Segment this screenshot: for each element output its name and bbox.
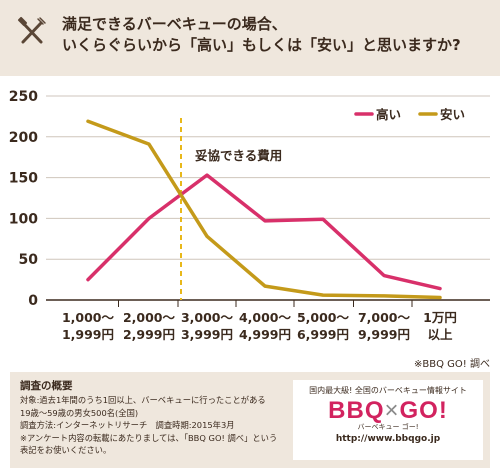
survey-lines: 対象:過去1年間のうち1回以上、バーベキューに行ったことがある 19歳〜59歳の… (20, 394, 285, 457)
x-tick-label: 1,999円 (62, 327, 114, 342)
promo-tagline: 国内最大級! 全国のバーベキュー情報サイト (309, 386, 467, 395)
title-line-1: 満足できるバーベキューの場合、 (62, 15, 287, 33)
y-tick-label: 150 (9, 171, 38, 187)
x-tick-label: 4,999円 (239, 327, 291, 342)
bbqgo-logo: BBQ×GO! (293, 398, 483, 424)
x-tick-label: 2,000〜 (123, 310, 176, 325)
x-tick-label: 1万円 (423, 310, 457, 325)
brand-x: × (384, 397, 400, 424)
x-tick-label: 6,999円 (297, 327, 349, 342)
x-tick-label: 3,000〜 (181, 310, 234, 325)
annotation-label: 妥協できる費用 (195, 148, 282, 163)
survey-title: 調査の概要 (20, 380, 73, 392)
legend-label: 高い (376, 107, 401, 122)
x-tick-label: 4,000〜 (239, 310, 292, 325)
y-tick-label: 50 (19, 252, 39, 268)
x-tick-label: 3,999円 (181, 327, 233, 342)
bbqgo-promo-banner[interactable]: 国内最大級! 全国のバーベキュー情報サイト BBQ×GO! バーベキュー ゴー!… (293, 380, 483, 460)
grid-layer (46, 95, 490, 260)
x-tick-label: 以上 (427, 327, 453, 342)
survey-line: 表記をお使いください。 (20, 445, 112, 455)
bbq-utensils-icon (14, 14, 50, 50)
page-title: 満足できるバーベキューの場合、 いくらぐらいから「高い」もしくは「安い」と思いま… (62, 14, 492, 56)
title-line-2: いくらぐらいから「高い」もしくは「安い」と思いますか? (62, 36, 461, 54)
series-line-takai (86, 173, 442, 291)
x-tick-label: 7,000〜 (358, 310, 411, 325)
y-tick-label: 200 (9, 130, 38, 146)
annotation-layer: 妥協できる費用 (180, 118, 282, 300)
survey-summary: 調査の概要 対象:過去1年間のうち1回以上、バーベキューに行ったことがある 19… (10, 372, 490, 468)
price-perception-line-chart: 0 50 100 150 200 250 1,000〜 1,999円 2,000〜 2,999円 3… (9, 89, 490, 342)
legend-label: 安い (440, 107, 465, 122)
source-note: ※BBQ GO! 調べ (414, 359, 490, 370)
x-tick-label: 1,000〜 (62, 310, 115, 325)
promo-url-link[interactable]: http://www.bbqgo.jp (335, 434, 441, 444)
x-tick-label: 5,000〜 (297, 310, 350, 325)
axis-layer: 0 50 100 150 200 250 1,000〜 1,999円 2,000〜 2,999円 3… (9, 89, 490, 342)
survey-line: 対象:過去1年間のうち1回以上、バーベキューに行ったことがある (20, 395, 266, 405)
survey-line: ※アンケート内容の転載にあたりましては、「BBQ GO! 調べ」という (20, 432, 278, 443)
y-tick-label: 0 (28, 293, 38, 309)
x-tick-label: 9,999円 (358, 327, 410, 342)
brand-left: BBQ (328, 397, 385, 424)
series-layer (86, 119, 442, 300)
y-tick-label: 100 (9, 211, 38, 227)
survey-line: 調査方法:インターネットリサーチ 調査時期:2015年3月 (20, 420, 235, 430)
x-tick-label: 2,999円 (123, 327, 175, 342)
brand-subtitle: バーベキュー ゴー! (357, 423, 419, 431)
legend-layer: 高い 安い (354, 107, 465, 122)
y-tick-label: 250 (9, 89, 38, 105)
header: 満足できるバーベキューの場合、 いくらぐらいから「高い」もしくは「安い」と思いま… (0, 0, 500, 76)
survey-line: 19歳〜59歳の男女500名(全国) (20, 407, 139, 418)
brand-right: GO! (399, 397, 448, 424)
